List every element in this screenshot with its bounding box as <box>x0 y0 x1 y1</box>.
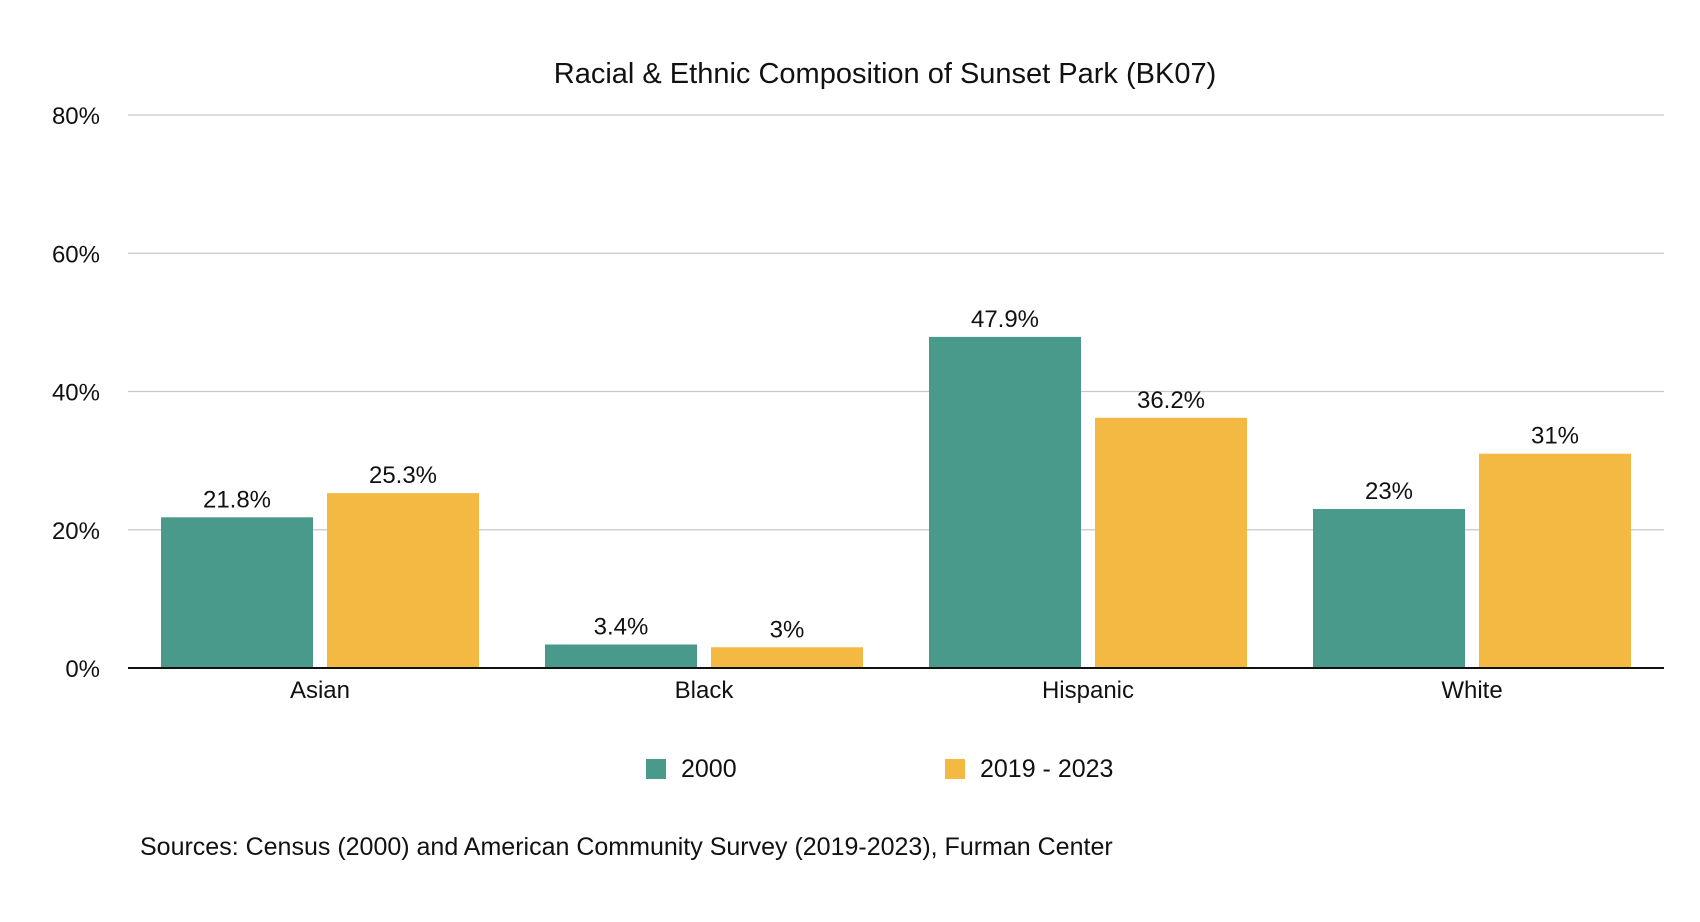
data-label: 3% <box>770 616 805 643</box>
data-label: 31% <box>1531 423 1579 450</box>
y-axis: 0% 20% 40% 60% 80% <box>52 103 100 683</box>
y-tick-label: 80% <box>52 103 100 130</box>
bar-white-0 <box>1313 509 1465 668</box>
data-label: 47.9% <box>971 306 1039 333</box>
x-tick-label: Hispanic <box>1042 677 1134 704</box>
gridlines <box>128 114 1664 531</box>
bar-hispanic-0 <box>929 336 1081 668</box>
bars <box>161 336 1631 668</box>
x-tick-label: Black <box>675 677 735 704</box>
x-tick-label: Asian <box>290 677 350 704</box>
bar-black-0 <box>545 644 697 668</box>
legend-label: 2000 <box>681 755 737 783</box>
legend-swatch <box>945 759 965 779</box>
bar-hispanic-1 <box>1095 417 1247 668</box>
legend-label: 2019 - 2023 <box>980 755 1113 783</box>
y-tick-label: 60% <box>52 241 100 268</box>
legend: 2000 2019 - 2023 <box>646 755 1113 783</box>
data-label: 3.4% <box>594 613 649 640</box>
y-tick-label: 0% <box>65 656 100 683</box>
bar-asian-1 <box>327 493 479 668</box>
chart-title: Racial & Ethnic Composition of Sunset Pa… <box>554 58 1216 90</box>
x-tick-label: White <box>1441 677 1502 704</box>
y-tick-label: 40% <box>52 380 100 407</box>
legend-swatch <box>646 759 666 779</box>
data-label: 23% <box>1365 478 1413 505</box>
source-note: Sources: Census (2000) and American Comm… <box>140 833 1113 861</box>
x-axis: Asian Black Hispanic White <box>290 677 1503 704</box>
bar-black-1 <box>711 647 863 668</box>
data-label: 36.2% <box>1137 387 1205 414</box>
data-label: 25.3% <box>369 462 437 489</box>
data-labels: 21.8% 25.3% 3.4% 3% 47.9% 36.2% 23% 31% <box>203 306 1579 643</box>
bar-white-1 <box>1479 453 1631 668</box>
data-label: 21.8% <box>203 486 271 513</box>
y-tick-label: 20% <box>52 518 100 545</box>
bar-asian-0 <box>161 517 313 668</box>
